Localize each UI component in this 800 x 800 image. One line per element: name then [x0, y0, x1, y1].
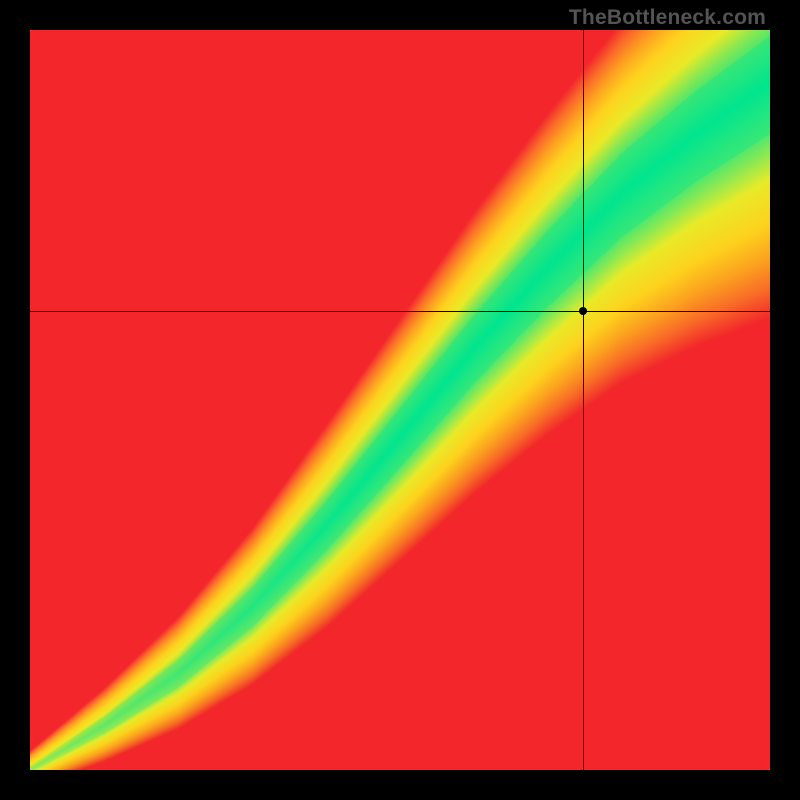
crosshair-vertical — [583, 30, 584, 770]
heatmap-canvas — [30, 30, 770, 770]
crosshair-marker — [579, 307, 587, 315]
watermark-text: TheBottleneck.com — [569, 6, 766, 30]
heatmap-plot — [30, 30, 770, 770]
crosshair-horizontal — [30, 311, 770, 312]
